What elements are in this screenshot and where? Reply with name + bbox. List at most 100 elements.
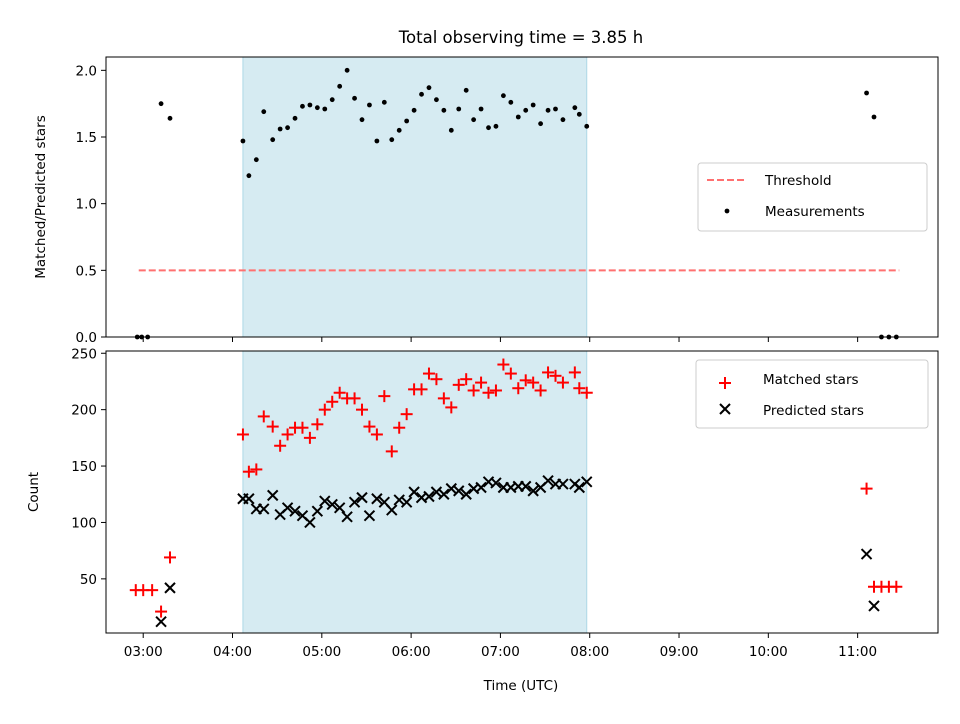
predicted-stars-point xyxy=(475,481,487,494)
observing-window-span xyxy=(242,56,588,338)
predicted-stars-point xyxy=(860,548,873,560)
matched-stars-point xyxy=(363,420,376,433)
matched-stars-point xyxy=(422,367,435,380)
measurements-point xyxy=(448,127,454,133)
measurements-point xyxy=(158,101,164,107)
measurements-point xyxy=(240,138,246,144)
matched-stars-point xyxy=(242,465,255,478)
matched-stars-point xyxy=(415,383,428,396)
measurements-point xyxy=(471,117,477,123)
predicted-stars-point xyxy=(386,504,398,516)
measurements-point xyxy=(419,91,424,97)
measurements-point xyxy=(374,138,380,144)
matched-stars-point xyxy=(274,439,287,452)
matched-stars-point xyxy=(155,605,168,618)
measurements-point xyxy=(545,107,551,113)
matched-stars-point xyxy=(534,384,547,397)
bottom-y-axis-label: Count xyxy=(26,472,42,512)
predicted-stars-point xyxy=(542,475,554,487)
y-tick-label: 1.5 xyxy=(76,130,97,146)
matched-stars-point xyxy=(467,384,480,397)
predicted-stars-point xyxy=(243,493,255,505)
matched-stars-point xyxy=(580,386,593,399)
matched-stars-point xyxy=(489,384,502,397)
matched-stars-point xyxy=(475,376,488,389)
predicted-stars-point xyxy=(319,495,331,507)
matched-stars-point xyxy=(370,428,383,441)
measurements-point xyxy=(871,114,877,120)
top-legend-box xyxy=(697,162,928,232)
legend-measurements-swatch xyxy=(724,208,730,214)
measurements-point xyxy=(411,107,417,113)
measurements-point xyxy=(441,107,447,113)
matched-stars-point xyxy=(356,403,368,416)
measurements-point xyxy=(253,157,259,163)
predicted-stars-point xyxy=(304,516,316,529)
measurements-point xyxy=(426,85,432,91)
matched-stars-point xyxy=(568,366,581,379)
matched-stars-point xyxy=(512,382,525,395)
matched-stars-point xyxy=(311,418,324,431)
predicted-stars-point xyxy=(356,491,368,504)
matched-stars-point xyxy=(549,369,562,382)
matched-stars-point xyxy=(348,392,361,405)
measurements-point xyxy=(246,173,252,179)
x-tick-label: 09:00 xyxy=(660,644,699,660)
matched-stars-point xyxy=(326,395,339,408)
bottom-legend: Matched stars Predicted stars xyxy=(695,359,929,429)
y-tick-label: 200 xyxy=(71,403,97,419)
measurements-point xyxy=(530,102,536,108)
top-y-axis-label: Matched/Predicted stars xyxy=(33,115,49,278)
y-tick-label: 1.0 xyxy=(76,197,97,213)
matched-stars-point xyxy=(296,421,309,434)
legend-predicted-label: Predicted stars xyxy=(763,403,864,419)
predicted-stars-point xyxy=(423,490,435,503)
legend-matched-swatch xyxy=(719,377,731,389)
measurements-point xyxy=(523,107,529,113)
top-legend: Threshold Measurements xyxy=(697,162,928,232)
y-tick-label: 50 xyxy=(80,572,97,588)
y-tick-label: 0.5 xyxy=(76,263,97,279)
measurements-point xyxy=(500,93,506,99)
x-tick-label: 03:00 xyxy=(124,644,163,660)
predicted-stars-point xyxy=(453,485,465,497)
measurements-point xyxy=(314,105,320,111)
legend-measurements-label: Measurements xyxy=(765,204,865,220)
bottom-panel-frame xyxy=(105,350,939,634)
matched-stars-point xyxy=(527,376,540,389)
matched-stars-point xyxy=(318,403,331,416)
matched-stars-point xyxy=(460,373,473,386)
predicted-stars-point xyxy=(557,478,569,490)
predicted-stars-point xyxy=(460,488,472,500)
measurements-point xyxy=(463,87,469,93)
measurements-point xyxy=(404,118,410,124)
predicted-stars-point xyxy=(868,600,880,612)
legend-threshold-label: Threshold xyxy=(764,173,832,189)
predicted-stars-point xyxy=(520,480,532,493)
measurements-point xyxy=(167,115,173,121)
measurements-point xyxy=(396,127,402,133)
measurements-point xyxy=(538,121,544,127)
measurements-point xyxy=(560,117,566,123)
measurements-point xyxy=(329,97,335,103)
predicted-stars-point xyxy=(573,481,586,494)
measurements-point xyxy=(486,125,491,131)
measurements-point xyxy=(493,123,499,129)
predicted-stars-point xyxy=(341,511,353,523)
predicted-stars-point xyxy=(155,616,167,628)
measurements-point xyxy=(508,99,514,105)
measurements-point xyxy=(285,125,290,131)
y-tick-label: 100 xyxy=(71,515,97,531)
matched-stars-point xyxy=(430,373,443,386)
top-panel-frame xyxy=(105,56,939,338)
measurements-point xyxy=(292,115,298,121)
predicted-stars-point xyxy=(363,509,376,522)
x-tick-label: 07:00 xyxy=(481,644,520,660)
x-tick-label: 05:00 xyxy=(302,644,341,660)
predicted-stars-point xyxy=(408,486,420,498)
measurements-point xyxy=(434,97,439,103)
matched-stars-point xyxy=(519,374,532,387)
predicted-stars-point xyxy=(527,485,539,497)
legend-matched-label: Matched stars xyxy=(763,372,859,388)
